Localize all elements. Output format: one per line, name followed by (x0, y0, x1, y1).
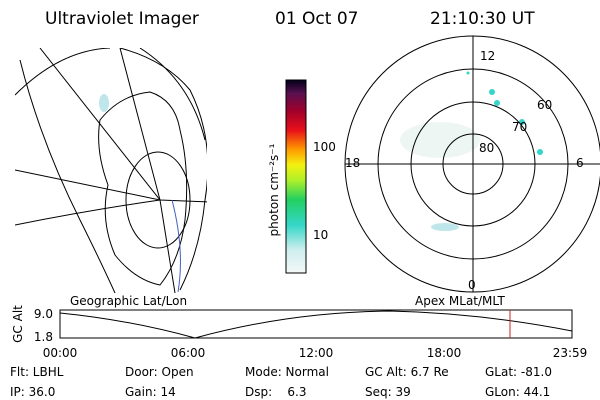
status-field: GLat: -81.0 (485, 365, 552, 379)
mlt-label: 12 (480, 49, 495, 63)
status-field: GC Alt: 6.7 Re (365, 365, 449, 379)
y-tick: 9.0 (34, 307, 53, 321)
status-panel: Flt: LBHL Door: Open Mode: Normal GC Alt: 6… (10, 365, 552, 399)
ephemeris-box (59, 309, 573, 339)
color-bar-label: photon cm⁻²s⁻¹ (267, 143, 281, 236)
status-field: Flt: LBHL (10, 365, 64, 379)
lat-label: 80 (479, 141, 494, 155)
x-tick: 18:00 (427, 346, 462, 360)
geographic-map (15, 48, 207, 293)
map-title: Geographic Lat/Lon (70, 294, 187, 308)
status-field: Gain: 14 (125, 385, 176, 399)
polar-title: Apex MLat/MLT (415, 294, 505, 308)
status-field: Door: Open (125, 365, 194, 379)
lat-label: 60 (537, 98, 552, 112)
y-axis-label: GC Alt (11, 305, 25, 343)
color-bar-tick: 10 (313, 228, 328, 242)
date: 01 Oct 07 (275, 9, 358, 29)
mlt-label: 0 (468, 278, 476, 292)
mlt-label: 18 (345, 156, 360, 170)
y-tick: 1.8 (34, 330, 53, 344)
status-field: Seq: 39 (365, 385, 411, 399)
mlt-label: 6 (576, 156, 584, 170)
x-tick: 12:00 (299, 346, 334, 360)
time: 21:10:30 UT (430, 9, 535, 29)
x-tick: 06:00 (171, 346, 206, 360)
lat-label: 70 (512, 120, 527, 134)
status-field: Mode: Normal (245, 365, 329, 379)
status-field: Dsp: 6.3 (245, 385, 307, 399)
instrument-title: Ultraviolet Imager (45, 9, 199, 29)
altitude-curve (59, 310, 573, 339)
status-field: IP: 36.0 (10, 385, 55, 399)
color-bar (285, 79, 307, 274)
x-tick: 23:59 (553, 346, 588, 360)
color-bar-tick: 100 (313, 140, 336, 154)
x-tick: 00:00 (43, 346, 78, 360)
polar-plot (344, 35, 600, 293)
status-field: GLon: 44.1 (485, 385, 550, 399)
